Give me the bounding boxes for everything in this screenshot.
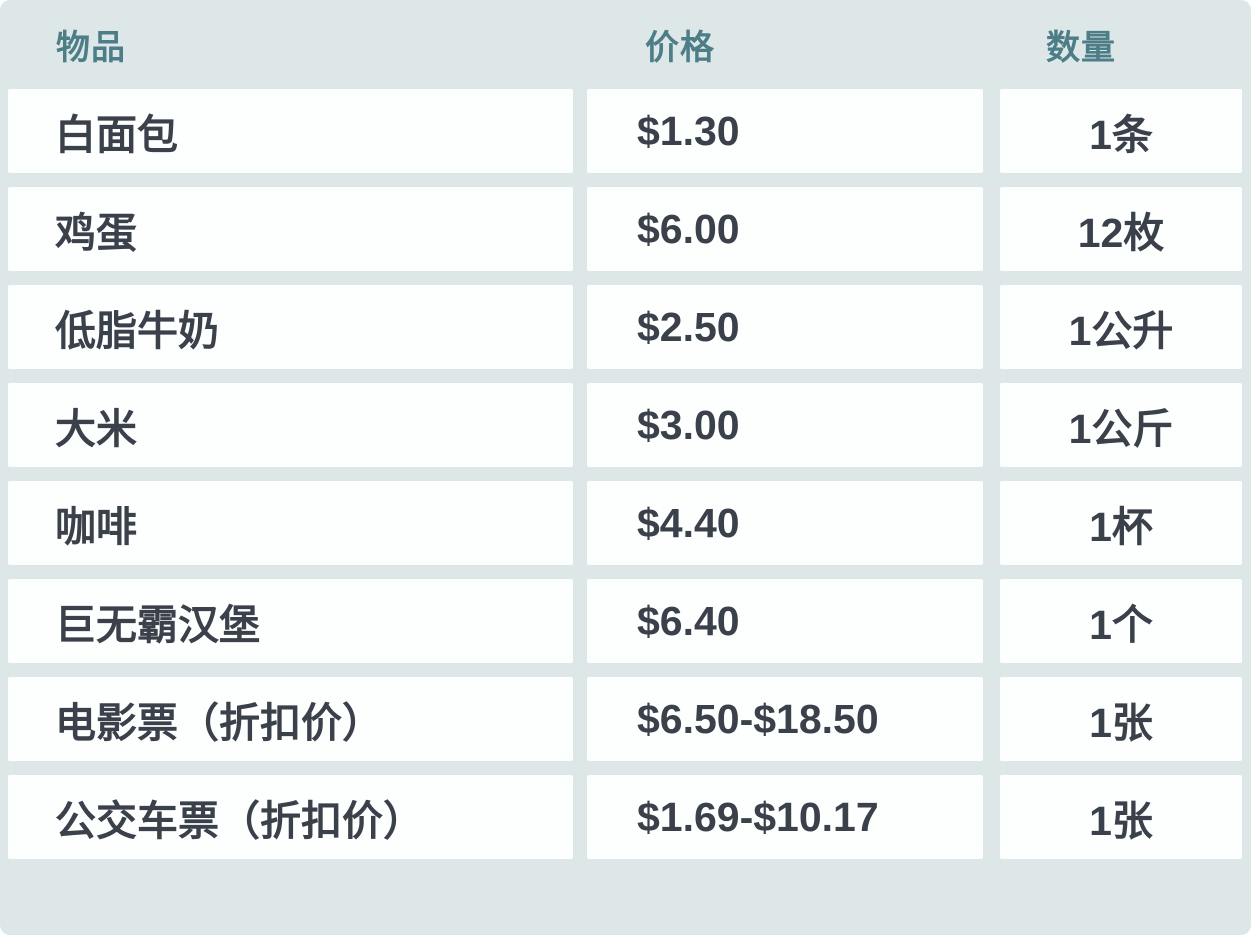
quantity-cell: 1杯 [1000, 481, 1242, 565]
price-cell: $3.00 [587, 383, 983, 467]
price-cell: $4.40 [587, 481, 983, 565]
table-row: 咖啡 $4.40 1杯 [0, 481, 1251, 565]
price-cell: $6.00 [587, 187, 983, 271]
item-cell: 低脂牛奶 [8, 285, 573, 369]
column-header-item: 物品 [56, 29, 126, 67]
item-cell: 大米 [8, 383, 573, 467]
quantity-cell: 1公斤 [1000, 383, 1242, 467]
quantity-cell: 1公升 [1000, 285, 1242, 369]
item-cell: 鸡蛋 [8, 187, 573, 271]
table-row: 巨无霸汉堡 $6.40 1个 [0, 579, 1251, 663]
table-row: 低脂牛奶 $2.50 1公升 [0, 285, 1251, 369]
price-cell: $6.40 [587, 579, 983, 663]
item-cell: 巨无霸汉堡 [8, 579, 573, 663]
quantity-cell: 1张 [1000, 775, 1242, 859]
column-header-quantity: 数量 [1046, 29, 1116, 67]
item-cell: 咖啡 [8, 481, 573, 565]
table-row: 鸡蛋 $6.00 12枚 [0, 187, 1251, 271]
column-header-price: 价格 [645, 29, 715, 67]
quantity-cell: 1条 [1000, 89, 1242, 173]
table-row: 白面包 $1.30 1条 [0, 89, 1251, 173]
item-cell: 电影票（折扣价） [8, 677, 573, 761]
table-row: 电影票（折扣价） $6.50-$18.50 1张 [0, 677, 1251, 761]
quantity-cell: 1个 [1000, 579, 1242, 663]
item-cell: 白面包 [8, 89, 573, 173]
table-row: 大米 $3.00 1公斤 [0, 383, 1251, 467]
quantity-cell: 12枚 [1000, 187, 1242, 271]
table-header-row: 物品 价格 数量 [0, 0, 1251, 89]
quantity-cell: 1张 [1000, 677, 1242, 761]
price-cell: $1.69-$10.17 [587, 775, 983, 859]
price-cell: $1.30 [587, 89, 983, 173]
item-cell: 公交车票（折扣价） [8, 775, 573, 859]
price-cell: $6.50-$18.50 [587, 677, 983, 761]
price-cell: $2.50 [587, 285, 983, 369]
table-row: 公交车票（折扣价） $1.69-$10.17 1张 [0, 775, 1251, 859]
